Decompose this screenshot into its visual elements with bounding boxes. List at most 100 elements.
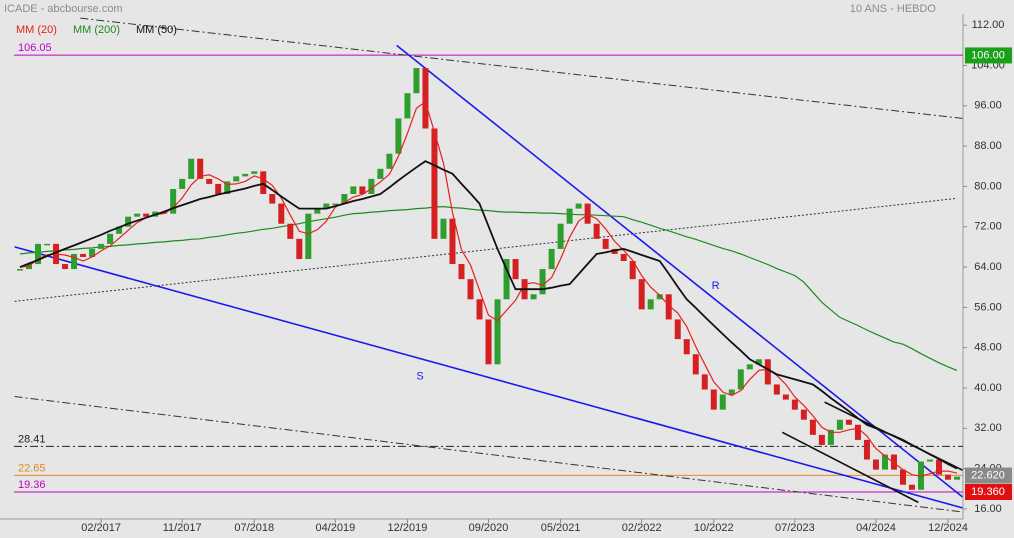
candle: [954, 476, 961, 480]
candle: [530, 294, 537, 300]
candle: [296, 238, 303, 259]
candle: [485, 319, 492, 365]
candle: [89, 248, 96, 257]
y-tick-label: 32.00: [974, 422, 1002, 434]
level-label: 28.41: [18, 433, 46, 445]
price-badge-label: 19.360: [971, 486, 1005, 498]
candle: [71, 253, 78, 270]
candle: [539, 269, 546, 295]
candle: [260, 171, 267, 194]
x-tick-label: 02/2022: [622, 522, 662, 534]
x-tick-label: 11/2017: [163, 522, 202, 534]
x-tick-label: 12/2019: [388, 522, 428, 534]
y-tick-label: 112.00: [972, 19, 1005, 31]
y-tick-label: 96.00: [974, 100, 1002, 112]
candle: [458, 264, 465, 280]
candle: [827, 429, 834, 445]
x-tick-label: 12/2024: [928, 522, 968, 534]
candle: [647, 299, 654, 310]
candle: [422, 68, 429, 129]
candle: [719, 394, 726, 410]
candle: [395, 118, 402, 154]
candle: [431, 128, 438, 239]
chart-subtitle: 10 ANS - HEBDO: [850, 3, 937, 15]
candle: [377, 168, 384, 179]
candle: [512, 258, 519, 280]
candle: [107, 233, 114, 244]
candle: [494, 299, 501, 365]
y-tick-label: 88.00: [974, 140, 1002, 152]
candle: [413, 68, 420, 94]
plot: [14, 17, 963, 513]
x-tick-label: 07/2018: [234, 522, 274, 534]
x-tick-label: 04/2019: [315, 522, 355, 534]
y-tick-label: 40.00: [974, 382, 1002, 394]
trendline: [14, 396, 963, 513]
candle: [584, 203, 591, 224]
candle: [890, 454, 897, 470]
candle: [863, 439, 870, 460]
candle: [35, 243, 42, 265]
candle: [773, 384, 780, 395]
candle: [728, 389, 735, 395]
candle: [503, 258, 510, 300]
y-tick-label: 80.00: [974, 180, 1002, 192]
legend-entry: MM (20): [16, 24, 57, 36]
candle: [305, 213, 312, 259]
legend-entry: MM (200): [73, 24, 120, 36]
trendline: [14, 198, 956, 302]
candle: [674, 319, 681, 340]
level-label: 106.05: [18, 42, 52, 54]
candle: [701, 374, 708, 390]
candle: [269, 193, 276, 204]
candle: [936, 459, 943, 475]
candle: [224, 181, 231, 194]
candle: [206, 178, 213, 184]
candle: [341, 193, 348, 204]
candle: [251, 171, 258, 174]
annotation: R: [712, 280, 720, 292]
overlay: 106.05 28.41 22.65 19.36 R S MM (20) MM (200) MM…: [16, 24, 720, 491]
level-label: 19.36: [18, 479, 46, 491]
candle: [566, 208, 573, 224]
candle: [368, 178, 375, 194]
candle: [242, 173, 249, 177]
candle: [179, 178, 186, 189]
candle: [683, 339, 690, 355]
candle: [791, 399, 798, 410]
moving-average-line: [19, 160, 958, 470]
trendline: [781, 431, 919, 504]
candle: [314, 208, 321, 214]
annotation: S: [416, 370, 423, 382]
moving-average-line: [19, 205, 958, 371]
trendline: [80, 17, 963, 119]
candle: [710, 389, 717, 410]
candle: [755, 359, 762, 365]
candle: [908, 484, 915, 490]
candle: [62, 264, 69, 270]
candle: [656, 294, 663, 300]
candle: [665, 294, 672, 320]
candle: [800, 409, 807, 420]
candle: [215, 183, 222, 194]
candle: [620, 253, 627, 262]
trendline: [14, 246, 963, 509]
x-tick-label: 07/2023: [775, 522, 815, 534]
candle: [476, 299, 483, 320]
trendline: [396, 44, 963, 498]
candle: [44, 243, 51, 246]
candle: [170, 188, 177, 214]
candle: [818, 434, 825, 445]
candle: [134, 213, 141, 217]
y-tick-label: 72.00: [974, 221, 1002, 233]
candle: [629, 261, 636, 280]
x-tick-label: 02/2017: [81, 522, 121, 534]
candle: [611, 248, 618, 254]
candle: [17, 269, 23, 271]
candle: [872, 459, 879, 470]
candle: [602, 238, 609, 249]
candle: [143, 213, 150, 217]
y-tick-label: 56.00: [974, 301, 1002, 313]
price-badge-label: 106.00: [971, 49, 1005, 61]
